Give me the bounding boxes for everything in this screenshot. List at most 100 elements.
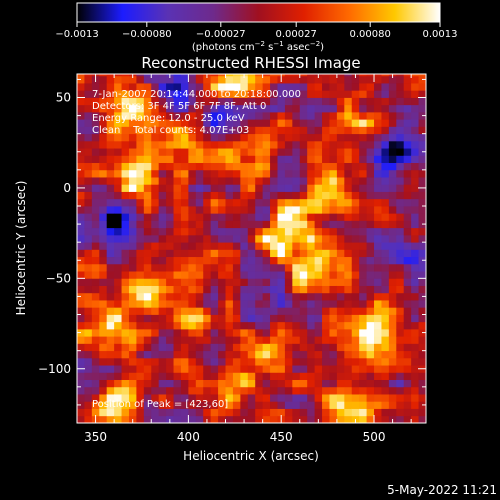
heatmap-cell — [388, 213, 397, 221]
heatmap-cell — [344, 242, 353, 250]
heatmap-cell — [403, 234, 412, 243]
heatmap-cell — [99, 379, 108, 388]
heatmap-cell — [396, 292, 405, 301]
heatmap-cell — [84, 90, 93, 98]
heatmap-cell — [336, 177, 345, 185]
heatmap-cell — [84, 184, 93, 192]
heatmap-cell — [218, 198, 226, 207]
heatmap-cell — [218, 90, 226, 98]
heatmap-cell — [173, 343, 182, 352]
heatmap-cell — [114, 126, 122, 135]
heatmap-cell — [195, 256, 204, 265]
heatmap-cell — [128, 271, 137, 279]
heatmap-cell — [225, 314, 234, 323]
heatmap-cell — [225, 133, 234, 142]
heatmap-cell — [128, 394, 137, 402]
heatmap-cell — [277, 256, 286, 265]
heatmap-cell — [188, 408, 197, 417]
heatmap-cell — [151, 379, 160, 388]
heatmap-cell — [173, 300, 182, 308]
heatmap-cell — [99, 249, 108, 258]
heatmap-cell — [329, 198, 338, 207]
heatmap-cell — [218, 357, 226, 366]
heatmap-cell — [411, 74, 419, 77]
x-axis-label: Heliocentric X (arcsec) — [183, 449, 319, 463]
heatmap-cell — [277, 307, 286, 315]
heatmap-cell — [195, 227, 204, 236]
heatmap-cell — [418, 97, 426, 106]
heatmap-cell — [247, 336, 256, 344]
heatmap-cell — [210, 119, 219, 127]
heatmap-cell — [247, 386, 256, 395]
heatmap-cell — [136, 394, 145, 402]
heatmap-cell — [277, 140, 286, 149]
heatmap-cell — [91, 314, 100, 323]
heatmap-cell — [292, 184, 301, 192]
heatmap-cell — [336, 249, 345, 258]
heatmap-cell — [180, 104, 189, 113]
heatmap-cell — [396, 184, 405, 192]
heatmap-cell — [314, 155, 323, 164]
heatmap-cell — [232, 300, 241, 308]
heatmap-cell — [411, 372, 419, 381]
annotation-time-range: 7-Jan-2007 20:14:44.000 to 20:18:00.000 — [92, 89, 301, 100]
heatmap-cell — [411, 386, 419, 395]
heatmap-cell — [344, 111, 353, 120]
heatmap-cell — [381, 271, 390, 279]
heatmap-cell — [396, 271, 405, 279]
heatmap-cell — [411, 198, 419, 207]
heatmap-cell — [128, 104, 137, 113]
heatmap-cell — [151, 307, 160, 315]
heatmap-cell — [411, 184, 419, 192]
heatmap-cell — [329, 213, 338, 221]
heatmap-cell — [359, 256, 367, 265]
heatmap-cell — [374, 307, 382, 315]
heatmap-cell — [351, 97, 360, 106]
heatmap-cell — [84, 379, 93, 388]
heatmap-cell — [307, 278, 316, 286]
heatmap-cell — [114, 278, 122, 286]
heatmap-cell — [277, 365, 286, 373]
heatmap-cell — [114, 169, 122, 178]
heatmap-cell — [374, 227, 382, 236]
heatmap-cell — [403, 365, 412, 373]
heatmap-cell — [158, 191, 167, 200]
heatmap-cell — [351, 75, 360, 84]
heatmap-cell — [336, 206, 345, 214]
heatmap-cell — [388, 111, 397, 120]
heatmap-cell — [411, 242, 419, 250]
colorbar-tick-label: 0.00027 — [276, 29, 317, 40]
heatmap-cell — [366, 314, 375, 323]
heatmap-cell — [225, 97, 234, 106]
heatmap-cell — [299, 321, 308, 330]
heatmap-cell — [84, 220, 93, 229]
heatmap-cell — [173, 307, 182, 315]
heatmap-cell — [106, 75, 115, 84]
heatmap-cell — [270, 206, 278, 214]
heatmap-cell — [128, 140, 137, 149]
heatmap-cell — [203, 408, 212, 417]
heatmap-cell — [322, 314, 330, 323]
heatmap-cell — [314, 220, 323, 229]
heatmap-cell — [336, 343, 345, 352]
heatmap-cell — [180, 177, 189, 185]
heatmap-cell — [84, 242, 93, 250]
heatmap-cell — [158, 162, 167, 171]
heatmap-cell — [314, 300, 323, 308]
heatmap-cell — [136, 401, 145, 409]
heatmap-cell — [84, 104, 93, 113]
heatmap-cell — [232, 401, 241, 409]
heatmap-cell — [270, 83, 278, 91]
heatmap-cell — [284, 111, 293, 120]
heatmap-cell — [284, 401, 293, 409]
heatmap-cell — [91, 162, 100, 171]
heatmap-cell — [344, 394, 353, 402]
heatmap-cell — [151, 357, 160, 366]
heatmap-cell — [225, 220, 234, 229]
heatmap-cell — [218, 75, 226, 84]
heatmap-cell — [84, 314, 93, 323]
heatmap-cell — [299, 343, 308, 352]
heatmap-cell — [151, 314, 160, 323]
heatmap-cell — [77, 74, 85, 77]
heatmap-cell — [203, 155, 212, 164]
